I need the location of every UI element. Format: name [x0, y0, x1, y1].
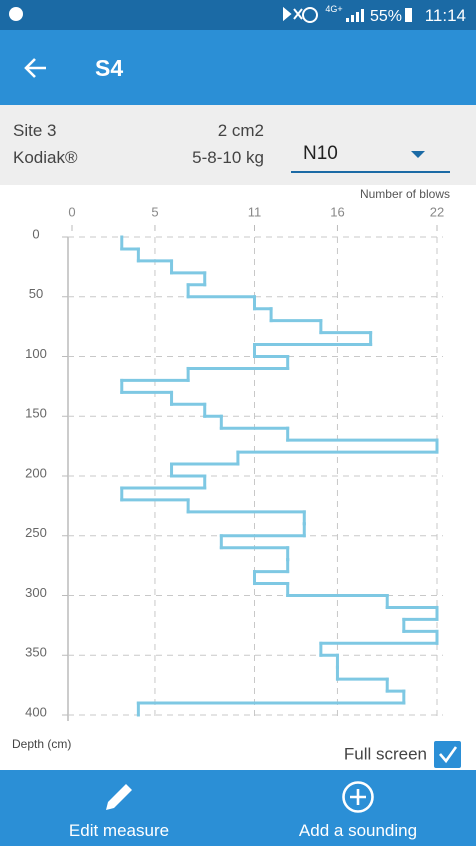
- edit-measure-button[interactable]: Edit measure: [40, 770, 198, 846]
- battery-icon: [405, 8, 412, 22]
- x-tick-label: 11: [248, 204, 262, 219]
- y-tick-label: 350: [25, 645, 47, 660]
- method-dropdown[interactable]: N10: [291, 139, 450, 173]
- y-tick-label: 150: [25, 406, 47, 421]
- signal-icon: [346, 9, 364, 22]
- hammer-mass: 5-8-10 kg: [192, 148, 264, 167]
- info-panel: Site 3 Kodiak® 2 cm2 5-8-10 kg N10: [0, 105, 476, 185]
- chart: Number of blows Depth (cm) Full screen 0…: [12, 187, 461, 768]
- y-tick-label: 50: [29, 286, 43, 301]
- bottom-bar: Edit measure Add a sounding: [0, 770, 476, 846]
- back-button[interactable]: [22, 54, 50, 82]
- y-tick-label: 400: [25, 704, 47, 719]
- tip-area: 2 cm2: [217, 121, 264, 140]
- battery-level: 55%: [370, 8, 402, 25]
- checkmark: [439, 746, 458, 764]
- pencil-icon: [106, 784, 132, 810]
- plus-icon: [342, 781, 374, 813]
- add-sounding-label: Add a sounding: [298, 821, 418, 840]
- notification-icon: [9, 7, 23, 21]
- status-icons: 4G+ 55% 11:14: [9, 4, 466, 25]
- alarm-icon: [302, 7, 318, 23]
- x-tick-label: 16: [330, 204, 344, 219]
- network-type: 4G+: [325, 4, 342, 14]
- edit-measure-label: Edit measure: [68, 821, 170, 840]
- y-tick-label: 300: [25, 585, 47, 600]
- y-tick-label: 200: [25, 465, 47, 480]
- y-tick-label: 100: [25, 346, 47, 361]
- y-tick-label: 250: [25, 525, 47, 540]
- x-tick-label: 0: [68, 204, 75, 219]
- screen-title: S4: [95, 55, 124, 81]
- dropdown-arrow: [411, 151, 425, 158]
- status-bar: 4G+ 55% 11:14: [0, 0, 476, 30]
- x-tick-label: 22: [430, 204, 444, 219]
- y-axis-title: Depth (cm): [12, 737, 71, 751]
- clock: 11:14: [425, 6, 466, 25]
- penetrometer: Kodiak®: [13, 148, 78, 167]
- x-axis-title: Number of blows: [360, 187, 450, 201]
- full-screen-checkbox[interactable]: [434, 741, 461, 768]
- mute-icon: [283, 6, 303, 22]
- add-sounding-button[interactable]: Add a sounding: [278, 770, 438, 846]
- y-tick-label: 0: [32, 226, 39, 241]
- site: Site 3: [13, 121, 57, 140]
- full-screen-label: Full screen: [344, 744, 427, 763]
- dropdown-value: N10: [303, 143, 338, 164]
- app-bar: S4: [0, 30, 476, 105]
- x-tick-label: 5: [151, 204, 158, 219]
